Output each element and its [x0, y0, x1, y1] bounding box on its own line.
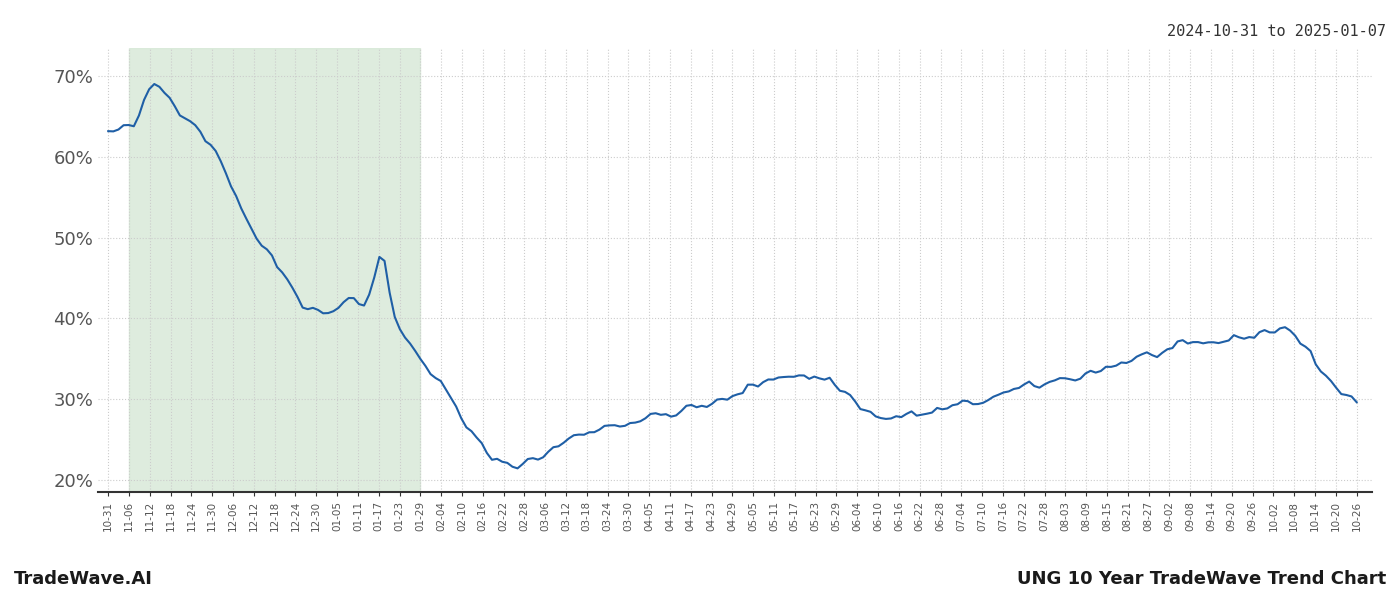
Text: UNG 10 Year TradeWave Trend Chart: UNG 10 Year TradeWave Trend Chart — [1016, 570, 1386, 588]
Text: 2024-10-31 to 2025-01-07: 2024-10-31 to 2025-01-07 — [1168, 24, 1386, 39]
Bar — [129, 48, 420, 492]
Text: TradeWave.AI: TradeWave.AI — [14, 570, 153, 588]
